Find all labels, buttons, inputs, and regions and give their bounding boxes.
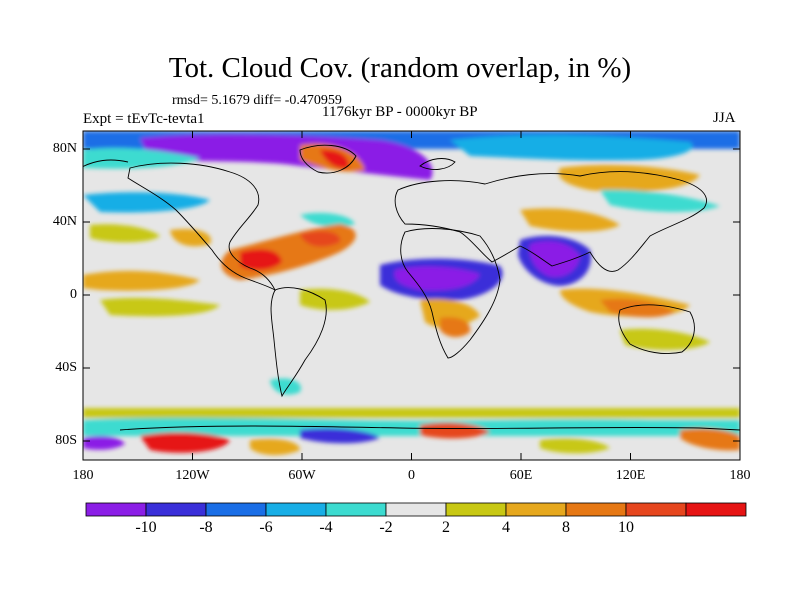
lon-tick-120w: 120W: [175, 468, 210, 483]
colorbar-box: [145, 502, 207, 517]
colorbar-label: 4: [502, 519, 510, 536]
lon-tick-120e: 120E: [615, 468, 646, 483]
lon-tick-0: 0: [408, 468, 415, 483]
period-label: 1176kyr BP - 0000kyr BP: [322, 104, 478, 120]
season-label: JJA: [713, 110, 736, 126]
lon-tick-180w: 180: [72, 468, 94, 483]
colorbar-label: 8: [562, 519, 570, 536]
colorbar-label: -6: [259, 519, 273, 536]
colorbar-label: -2: [379, 519, 393, 536]
lat-tick-80s: 80S: [55, 433, 77, 448]
colorbar-box: [205, 502, 267, 517]
colorbar-box: [445, 502, 507, 517]
stats-label: rmsd= 5.1679 diff= -0.470959: [172, 93, 342, 108]
chart-title: Tot. Cloud Cov. (random overlap, in %): [168, 52, 632, 84]
lat-tick-40n: 40N: [52, 214, 77, 229]
colorbar-label: 2: [442, 519, 450, 536]
colorbar-box: [265, 502, 327, 517]
lon-tick-60w: 60W: [288, 468, 316, 483]
colorbar-label: 10: [618, 519, 634, 536]
lon-tick-60e: 60E: [509, 468, 533, 483]
colorbar-box: [85, 502, 147, 517]
colorbar-box: [565, 502, 627, 517]
axis-ticks: [82, 131, 741, 460]
lat-tick-80n: 80N: [52, 141, 77, 156]
colorbar: [85, 502, 747, 517]
lon-tick-180e: 180: [729, 468, 751, 483]
anomaly-field: [83, 131, 740, 456]
colorbar-box: [505, 502, 567, 517]
colorbar-label: -4: [319, 519, 333, 536]
colorbar-box: [385, 502, 447, 517]
colorbar-label: -8: [199, 519, 213, 536]
colorbar-box: [325, 502, 387, 517]
coastlines: [83, 144, 740, 431]
colorbar-label: -10: [135, 519, 157, 536]
lat-tick-40s: 40S: [55, 360, 77, 375]
lat-tick-0: 0: [70, 287, 77, 302]
colorbar-box: [625, 502, 687, 517]
colorbar-box: [685, 502, 747, 517]
experiment-label: Expt = tEvTc-tevta1: [83, 111, 205, 127]
